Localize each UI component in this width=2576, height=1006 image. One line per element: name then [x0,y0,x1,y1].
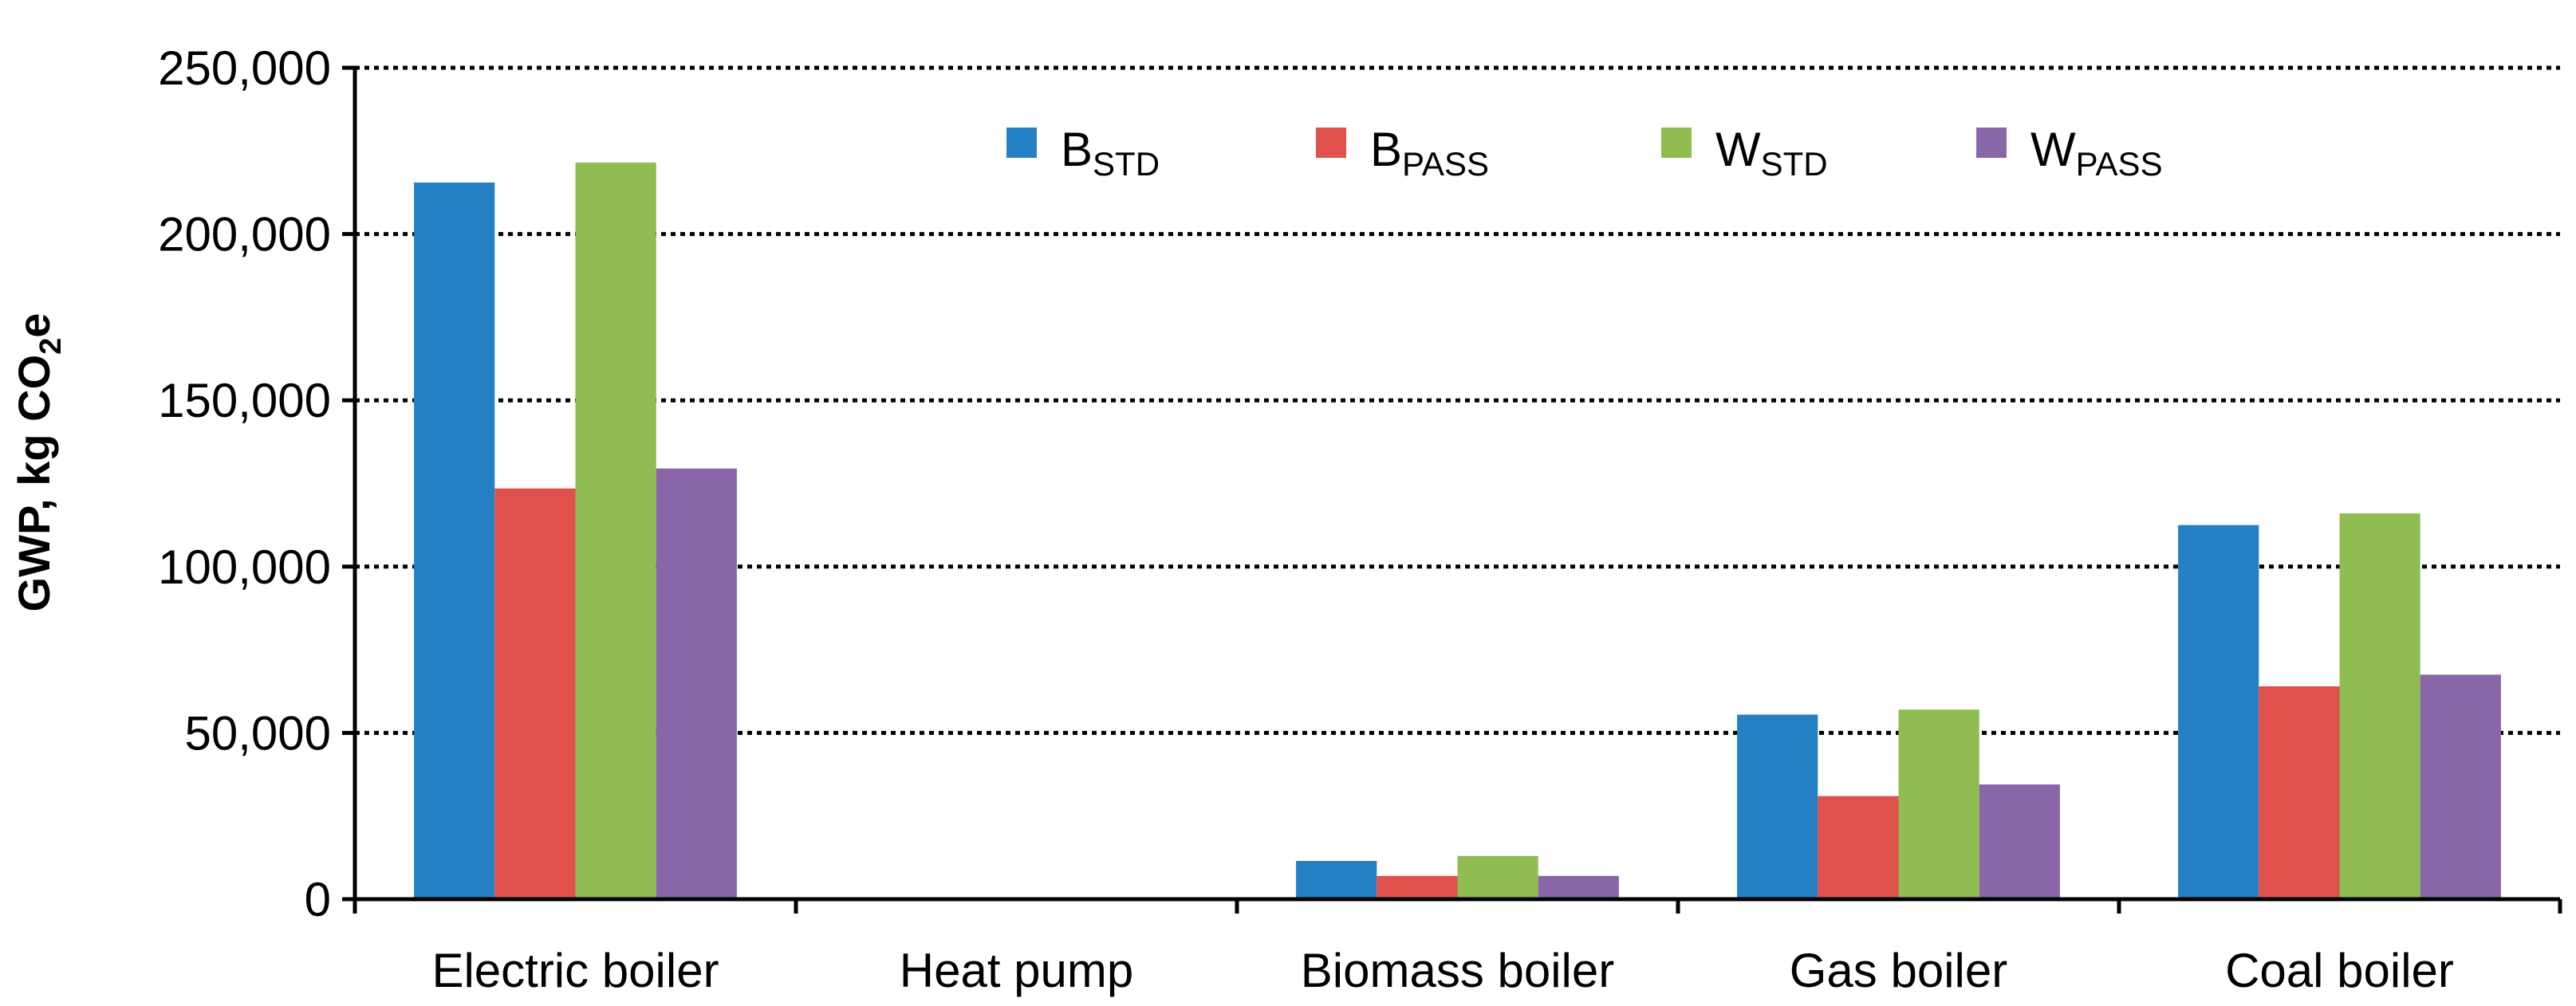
y-axis-title: GWP, kg CO2e [9,313,68,612]
bar [2420,674,2501,899]
bar [2259,686,2340,899]
y-tick-label: 150,000 [158,374,331,427]
bar [1457,855,1538,899]
x-category-label: Electric boiler [431,944,719,997]
legend-swatch [1661,128,1692,158]
legend-label: WSTD [1715,123,1828,183]
bar [1818,796,1899,899]
x-category-label: Gas boiler [1790,944,2007,997]
legend-swatch [1006,128,1037,158]
y-tick-label: 200,000 [158,208,331,261]
x-categories: Electric boiler Heat pump Biomass boiler Ga… [353,899,2562,997]
legend-swatch [1976,128,2007,158]
bar [1296,861,1377,899]
legend-label: WPASS [2030,123,2163,183]
bar [575,162,656,900]
bar [2339,513,2420,899]
bar [2178,525,2259,899]
bar [1737,714,1818,899]
bar [1979,784,2060,899]
bar [494,488,576,899]
legend-label: BPASS [1370,123,1489,183]
bar [656,468,737,899]
axes [353,66,2560,902]
bar [1377,875,1458,899]
y-tick-label: 100,000 [158,540,331,594]
legend-label: BSTD [1061,123,1160,183]
bar [1898,709,1979,899]
bar [414,182,495,899]
y-axis-title-tail: e [9,313,59,338]
y-tick-label: 250,000 [158,41,331,95]
bars [414,162,2501,900]
bar [1538,875,1619,899]
y-tick-label: 0 [305,873,331,926]
y-ticks: 0 50,000 100,000 150,000 200,000 250,000 [158,41,355,926]
x-category-label: Coal boiler [2225,944,2454,997]
legend-swatch [1316,128,1346,158]
y-tick-label: 50,000 [184,706,331,760]
y-axis-title-sub: 2 [34,338,68,355]
x-category-label: Biomass boiler [1301,944,1615,997]
y-axis-title-main: GWP, kg CO [9,355,59,612]
legend: BSTD BPASS WSTD WPASS [1006,123,2163,183]
x-category-label: Heat pump [900,944,1134,997]
